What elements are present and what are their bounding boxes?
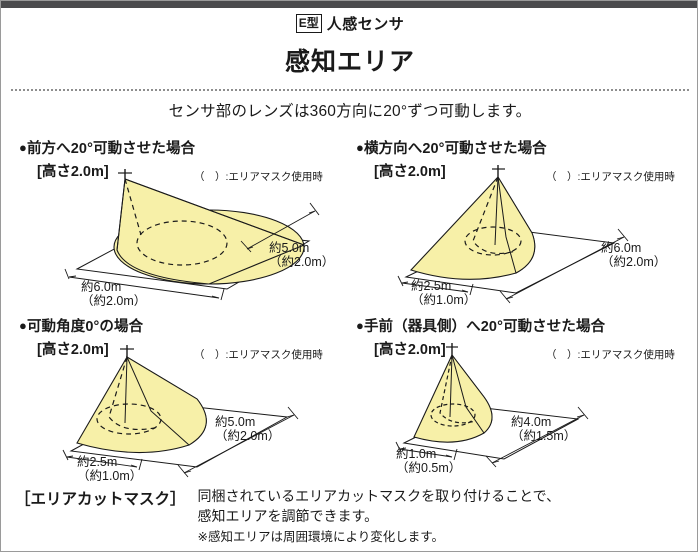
dim-front: 約6.0m （約2.0m）	[81, 280, 146, 309]
dim-side-main: 約5.0m	[215, 415, 256, 429]
panel-heading-text: 前方へ20°可動させた場合	[26, 141, 196, 157]
type-badge: E型	[295, 14, 322, 33]
area-cut-mask-note: ［エリアカットマスク］ 同梱されているエリアカットマスクを取り付けることで、 感…	[15, 486, 685, 546]
dim-front-main: 約6.0m	[81, 280, 122, 294]
panel-height-label: [高さ2.0m]	[37, 164, 109, 180]
panel-heading-text: 横方向へ20°可動させた場合	[363, 141, 547, 157]
panel-angle-0: ●可動角度0°の場合 [高さ2.0m] （ ）:エリアマスク使用時	[19, 315, 359, 490]
footer-line-2: 感知エリアを調節できます。	[197, 508, 379, 525]
dim-side: 約6.0m （約2.0m）	[601, 241, 666, 270]
bullet-icon: ●	[19, 318, 27, 333]
area-cut-mask-body: 同梱されているエリアカットマスクを取り付けることで、 感知エリアを調節できます。…	[198, 486, 561, 546]
dim-front-masked: （約1.0m）	[77, 469, 143, 484]
mask-legend: （ ）:エリアマスク使用時	[546, 171, 675, 183]
panel-side-20: ●横方向へ20°可動させた場合 [高さ2.0m] （ ）:エリアマスク使用時	[356, 137, 696, 312]
dim-side: 約4.0m （約1.5m）	[511, 415, 576, 444]
panel-near-20: ●手前（器具側）へ20°可動させた場合 [高さ2.0m] （ ）:エリアマスク使…	[356, 315, 696, 490]
bullet-icon: ●	[356, 318, 364, 333]
dim-front-masked: （約0.5m）	[396, 461, 462, 476]
dim-front: 約2.5m （約1.0m）	[77, 455, 142, 484]
mask-legend: （ ）:エリアマスク使用時	[194, 171, 323, 183]
dim-front-main: 約2.5m	[77, 455, 118, 469]
mask-legend: （ ）:エリアマスク使用時	[546, 349, 675, 361]
header-divider	[11, 89, 689, 91]
dim-front-main: 約1.0m	[396, 447, 437, 461]
page-title: 感知エリア	[284, 48, 415, 76]
dim-side: 約5.0m （約2.0m）	[269, 241, 334, 270]
dim-side: 約5.0m （約2.0m）	[215, 415, 280, 444]
panel-heading: ●可動角度0°の場合	[19, 315, 359, 336]
mask-legend: （ ）:エリアマスク使用時	[194, 349, 323, 361]
dim-front: 約2.5m （約1.0m）	[411, 279, 476, 308]
panel-heading: ●横方向へ20°可動させた場合	[356, 137, 696, 158]
dim-side-main: 約5.0m	[269, 241, 310, 255]
panel-heading: ●前方へ20°可動させた場合	[19, 137, 359, 158]
dim-front-main: 約2.5m	[411, 279, 452, 293]
dim-side-masked: （約2.0m）	[269, 255, 335, 270]
panel-height-label: [高さ2.0m]	[374, 164, 446, 180]
dim-side-masked: （約1.5m）	[511, 429, 577, 444]
lead-text: センサ部のレンズは360方向に20°ずつ可動します。	[168, 103, 532, 120]
header-subtitle: 人感センサ	[326, 16, 405, 33]
dim-front: 約1.0m （約0.5m）	[396, 447, 461, 476]
footer-line-1: 同梱されているエリアカットマスクを取り付けることで、	[197, 488, 561, 504]
panel-heading-text: 可動角度0°の場合	[26, 319, 144, 335]
dim-front-masked: （約1.0m）	[411, 293, 477, 308]
dim-side-main: 約4.0m	[511, 415, 552, 429]
panel-height-label: [高さ2.0m]	[37, 342, 109, 358]
dim-front-masked: （約2.0m）	[81, 294, 147, 309]
dim-side-masked: （約2.0m）	[215, 429, 281, 444]
footer-caution: ※感知エリアは周囲環境により変化します。	[197, 529, 444, 544]
dim-side-main: 約6.0m	[601, 241, 642, 255]
top-accent-bar	[1, 1, 697, 8]
panel-front-20: ●前方へ20°可動させた場合 [高さ2.0m] （ ）:エリアマスク使用時	[19, 137, 359, 312]
bullet-icon: ●	[19, 140, 27, 155]
dim-side-masked: （約2.0m）	[601, 255, 667, 270]
panel-heading: ●手前（器具側）へ20°可動させた場合	[356, 315, 696, 336]
page-header: E型 人感センサ 感知エリア	[1, 13, 697, 78]
bullet-icon: ●	[356, 140, 364, 155]
area-cut-mask-label: ［エリアカットマスク］	[15, 491, 186, 508]
panel-heading-text: 手前（器具側）へ20°可動させた場合	[363, 319, 606, 335]
header-badge-line: E型 人感センサ	[1, 13, 697, 34]
